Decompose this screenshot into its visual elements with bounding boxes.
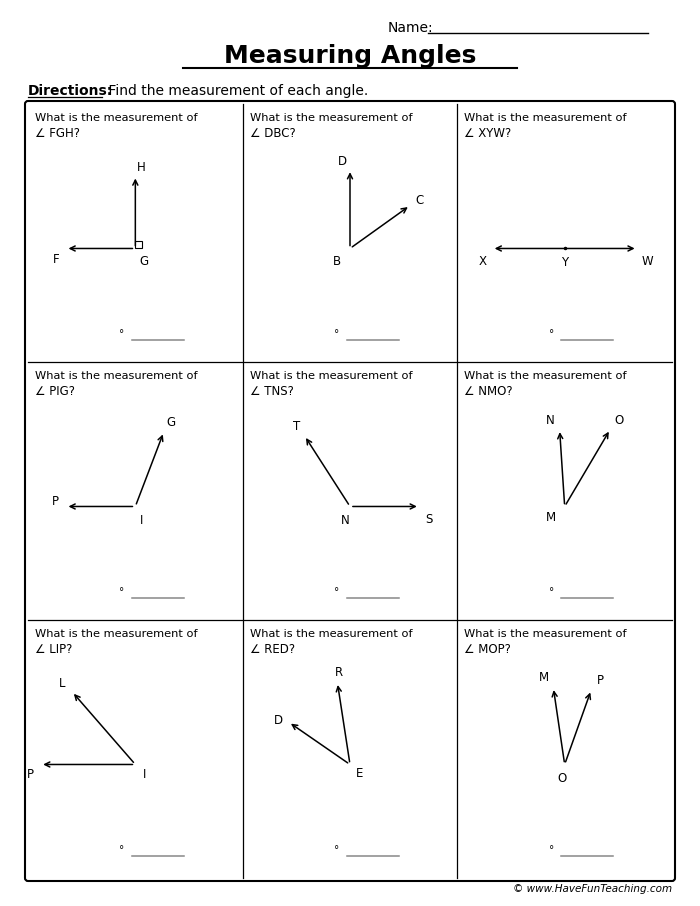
Text: ∠ NMO?: ∠ NMO? [464,385,513,398]
Text: P: P [27,768,34,781]
Text: D: D [338,155,347,168]
Text: ∠ XYW?: ∠ XYW? [464,127,512,140]
Text: ∠ TNS?: ∠ TNS? [250,385,293,398]
Text: L: L [60,677,66,690]
Bar [135,242,142,248]
Text: Find the measurement of each angle.: Find the measurement of each angle. [104,84,368,98]
Text: Y: Y [561,255,568,269]
Text: M: M [539,670,550,684]
Text: E: E [356,767,363,780]
Text: °: ° [549,329,554,339]
Text: ∠ FGH?: ∠ FGH? [35,127,80,140]
Text: ∠ DBC?: ∠ DBC? [250,127,295,140]
Text: I: I [140,514,143,527]
Text: What is the measurement of: What is the measurement of [250,629,412,639]
Text: What is the measurement of: What is the measurement of [464,113,627,123]
Text: What is the measurement of: What is the measurement of [250,371,412,381]
Text: °: ° [334,845,340,855]
Text: R: R [335,666,343,680]
Text: T: T [293,420,300,433]
Text: P: P [596,674,603,688]
Text: What is the measurement of: What is the measurement of [464,629,627,639]
Text: °: ° [120,587,125,597]
Text: P: P [52,495,59,508]
Text: S: S [425,513,432,525]
Text: I: I [143,768,146,781]
Text: G: G [139,255,149,267]
Text: °: ° [334,329,340,339]
Text: ∠ MOP?: ∠ MOP? [464,643,511,656]
Text: ∠ PIG?: ∠ PIG? [35,385,75,398]
Text: °: ° [549,845,554,855]
Text: N: N [341,514,349,527]
Text: ∠ LIP?: ∠ LIP? [35,643,72,656]
Text: °: ° [120,329,125,339]
Text: What is the measurement of: What is the measurement of [35,371,197,381]
Text: What is the measurement of: What is the measurement of [35,113,197,123]
Text: Measuring Angles: Measuring Angles [224,44,476,68]
Text: Directions:: Directions: [28,84,113,98]
Text: N: N [547,414,555,427]
FancyBboxPatch shape [25,101,675,881]
Text: C: C [416,195,423,207]
Text: F: F [53,254,60,266]
Text: D: D [274,714,283,728]
Text: O: O [615,414,624,427]
Text: Name:: Name: [388,21,433,35]
Text: What is the measurement of: What is the measurement of [464,371,627,381]
Text: °: ° [549,587,554,597]
Text: °: ° [120,845,125,855]
Text: ∠ RED?: ∠ RED? [250,643,295,656]
Text: O: O [557,772,566,785]
Text: M: M [546,511,556,525]
Text: What is the measurement of: What is the measurement of [35,629,197,639]
Text: B: B [333,255,342,267]
Text: X: X [478,255,486,267]
Text: © www.HaveFunTeaching.com: © www.HaveFunTeaching.com [513,884,672,894]
Text: °: ° [334,587,340,597]
Text: W: W [641,255,653,267]
Text: H: H [137,161,146,174]
Text: What is the measurement of: What is the measurement of [250,113,412,123]
Text: G: G [166,417,176,429]
